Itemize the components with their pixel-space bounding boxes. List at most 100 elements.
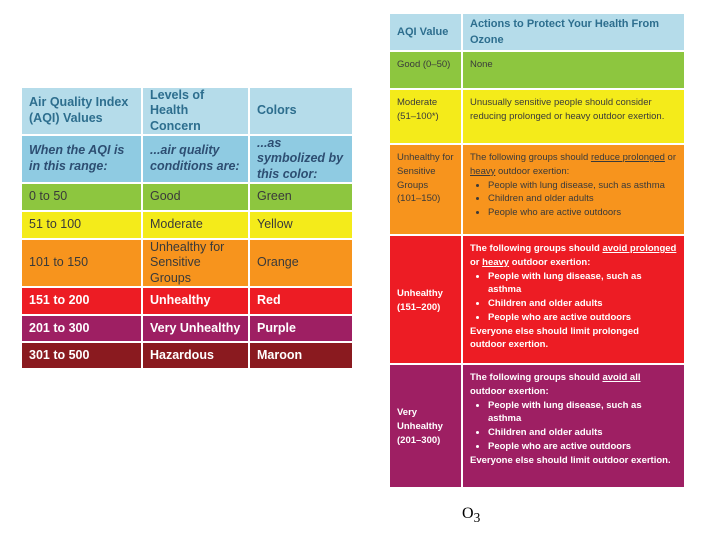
- action-cell: The following groups should avoid all ou…: [463, 365, 686, 489]
- bullet: Children and older adults: [488, 297, 677, 311]
- table-cell: Maroon: [250, 343, 354, 370]
- bullet-list: People with lung disease, such as asthma…: [470, 179, 677, 220]
- intro-text: outdoor exertion:: [509, 256, 591, 268]
- table-cell: 51 to 100: [22, 212, 143, 240]
- table-cell: Green: [250, 184, 354, 212]
- table-cell: Colors: [250, 88, 354, 136]
- action-cell: Unusually sensitive people should consid…: [463, 90, 686, 145]
- table-cell: 151 to 200: [22, 288, 143, 316]
- bullet: People with lung disease, such as asthma: [488, 179, 677, 193]
- table-cell: ...as symbolized by this color:: [250, 136, 354, 184]
- table-cell: Good: [143, 184, 250, 212]
- header-text: AQI Value: [397, 26, 449, 39]
- intro-text: or: [664, 152, 676, 163]
- table-cell: 0 to 50: [22, 184, 143, 212]
- intro-text: or: [470, 256, 483, 268]
- cell-text: Levels of Health Concern: [150, 87, 205, 133]
- table-cell: Orange: [250, 240, 354, 288]
- bullet: Children and older adults: [488, 192, 677, 206]
- table-cell: Levels of Health Concern: [143, 88, 250, 136]
- bullet: People with lung disease, such as asthma: [488, 399, 677, 427]
- table-cell: Moderate: [143, 212, 250, 240]
- bullet: Children and older adults: [488, 426, 677, 440]
- table-cell: Air Quality Index (AQI) Values: [22, 88, 143, 136]
- outro: Everyone else should limit outdoor exert…: [470, 454, 671, 466]
- table-cell: 201 to 300: [22, 316, 143, 343]
- bullet: People who are active outdoors: [488, 440, 677, 454]
- intro-text: outdoor exertion:: [470, 385, 549, 397]
- outro: Everyone else should limit prolonged out…: [470, 325, 639, 351]
- table-cell: Yellow: [250, 212, 354, 240]
- action-cell: The following groups should reduce prolo…: [463, 145, 686, 236]
- intro: The following groups should avoid all ou…: [470, 371, 677, 399]
- cell-text: Yellow: [257, 217, 293, 232]
- table-cell: Very Unhealthy: [143, 316, 250, 343]
- aqi-label: Moderate (51–100*): [397, 97, 439, 122]
- label-cell: Moderate (51–100*): [390, 90, 463, 145]
- caption-subscript: 3: [473, 510, 481, 526]
- bullet-list: People with lung disease, such as asthma…: [470, 270, 677, 325]
- action-cell: None: [463, 52, 686, 90]
- intro: None: [470, 58, 677, 72]
- aqi-label: Very Unhealthy (201–300): [397, 407, 443, 446]
- cell-text: 51 to 100: [29, 217, 82, 232]
- label-cell: Unhealthy for Sensitive Groups (101–150): [390, 145, 463, 236]
- caption-base: O: [462, 505, 474, 522]
- table-cell: When the AQI is in this range:: [22, 136, 143, 184]
- intro-text: Unusually sensitive people should consid…: [470, 97, 665, 122]
- bullet: People who are active outdoors: [488, 206, 677, 220]
- label-cell: Good (0–50): [390, 52, 463, 90]
- intro: Unusually sensitive people should consid…: [470, 96, 677, 124]
- bullet-list: People with lung disease, such as asthma…: [470, 399, 677, 454]
- header-cell: AQI Value: [390, 14, 463, 52]
- cell-text: Air Quality Index (AQI) Values: [29, 95, 129, 125]
- header-text: Actions to Protect Your Health From Ozon…: [470, 18, 660, 46]
- bullet: People with lung disease, such as asthma: [488, 270, 677, 298]
- cell-text: 151 to 200: [29, 293, 90, 308]
- table-cell: Hazardous: [143, 343, 250, 370]
- intro-text: The following groups should: [470, 372, 603, 383]
- intro-text: The following groups should: [470, 243, 603, 254]
- cell-text: 0 to 50: [29, 189, 68, 204]
- intro-text: heavy: [470, 165, 496, 177]
- cell-text: Green: [257, 189, 292, 204]
- cell-text: ...as symbolized by this color:: [257, 135, 344, 181]
- cell-text: Red: [257, 293, 281, 308]
- cell-text: Unhealthy: [150, 293, 211, 308]
- intro-text: The following groups should: [470, 152, 591, 163]
- cell-text: Colors: [257, 103, 297, 118]
- cell-text: 101 to 150: [29, 255, 89, 270]
- cell-text: Orange: [257, 255, 299, 270]
- cell-text: When the AQI is in this range:: [29, 143, 125, 173]
- bullet: People who are active outdoors: [488, 311, 677, 325]
- table-cell: Purple: [250, 316, 354, 343]
- action-cell: The following groups should avoid prolon…: [463, 236, 686, 365]
- table-cell: ...air quality conditions are:: [143, 136, 250, 184]
- caption: O3: [462, 505, 480, 526]
- aqi-label: Unhealthy (151–200): [397, 287, 443, 313]
- cell-text: Purple: [257, 320, 296, 335]
- intro-text: avoid all: [602, 372, 641, 383]
- table-cell: Unhealthy for Sensitive Groups: [143, 240, 250, 288]
- cell-text: Moderate: [150, 217, 203, 232]
- intro-text: heavy: [482, 256, 510, 268]
- cell-text: ...air quality conditions are:: [150, 143, 240, 173]
- intro-text: None: [470, 59, 493, 70]
- table-cell: 101 to 150: [22, 240, 143, 288]
- cell-text: 201 to 300: [29, 320, 90, 335]
- cell-text: Unhealthy for Sensitive Groups: [150, 239, 225, 285]
- aqi-label: Unhealthy for Sensitive Groups (101–150): [397, 152, 454, 205]
- cell-text: Very Unhealthy: [150, 320, 241, 335]
- cell-text: 301 to 500: [29, 347, 90, 362]
- aqi-label: Good (0–50): [397, 59, 451, 70]
- intro-text: avoid prolonged: [602, 243, 677, 254]
- label-cell: Very Unhealthy (201–300): [390, 365, 463, 489]
- cell-text: Maroon: [257, 347, 303, 362]
- intro: The following groups should reduce prolo…: [470, 151, 677, 179]
- header-cell: Actions to Protect Your Health From Ozon…: [463, 14, 686, 52]
- label-cell: Unhealthy (151–200): [390, 236, 463, 365]
- cell-text: Good: [150, 189, 181, 204]
- intro-text: reduce prolonged: [590, 152, 665, 163]
- intro: The following groups should avoid prolon…: [470, 242, 677, 270]
